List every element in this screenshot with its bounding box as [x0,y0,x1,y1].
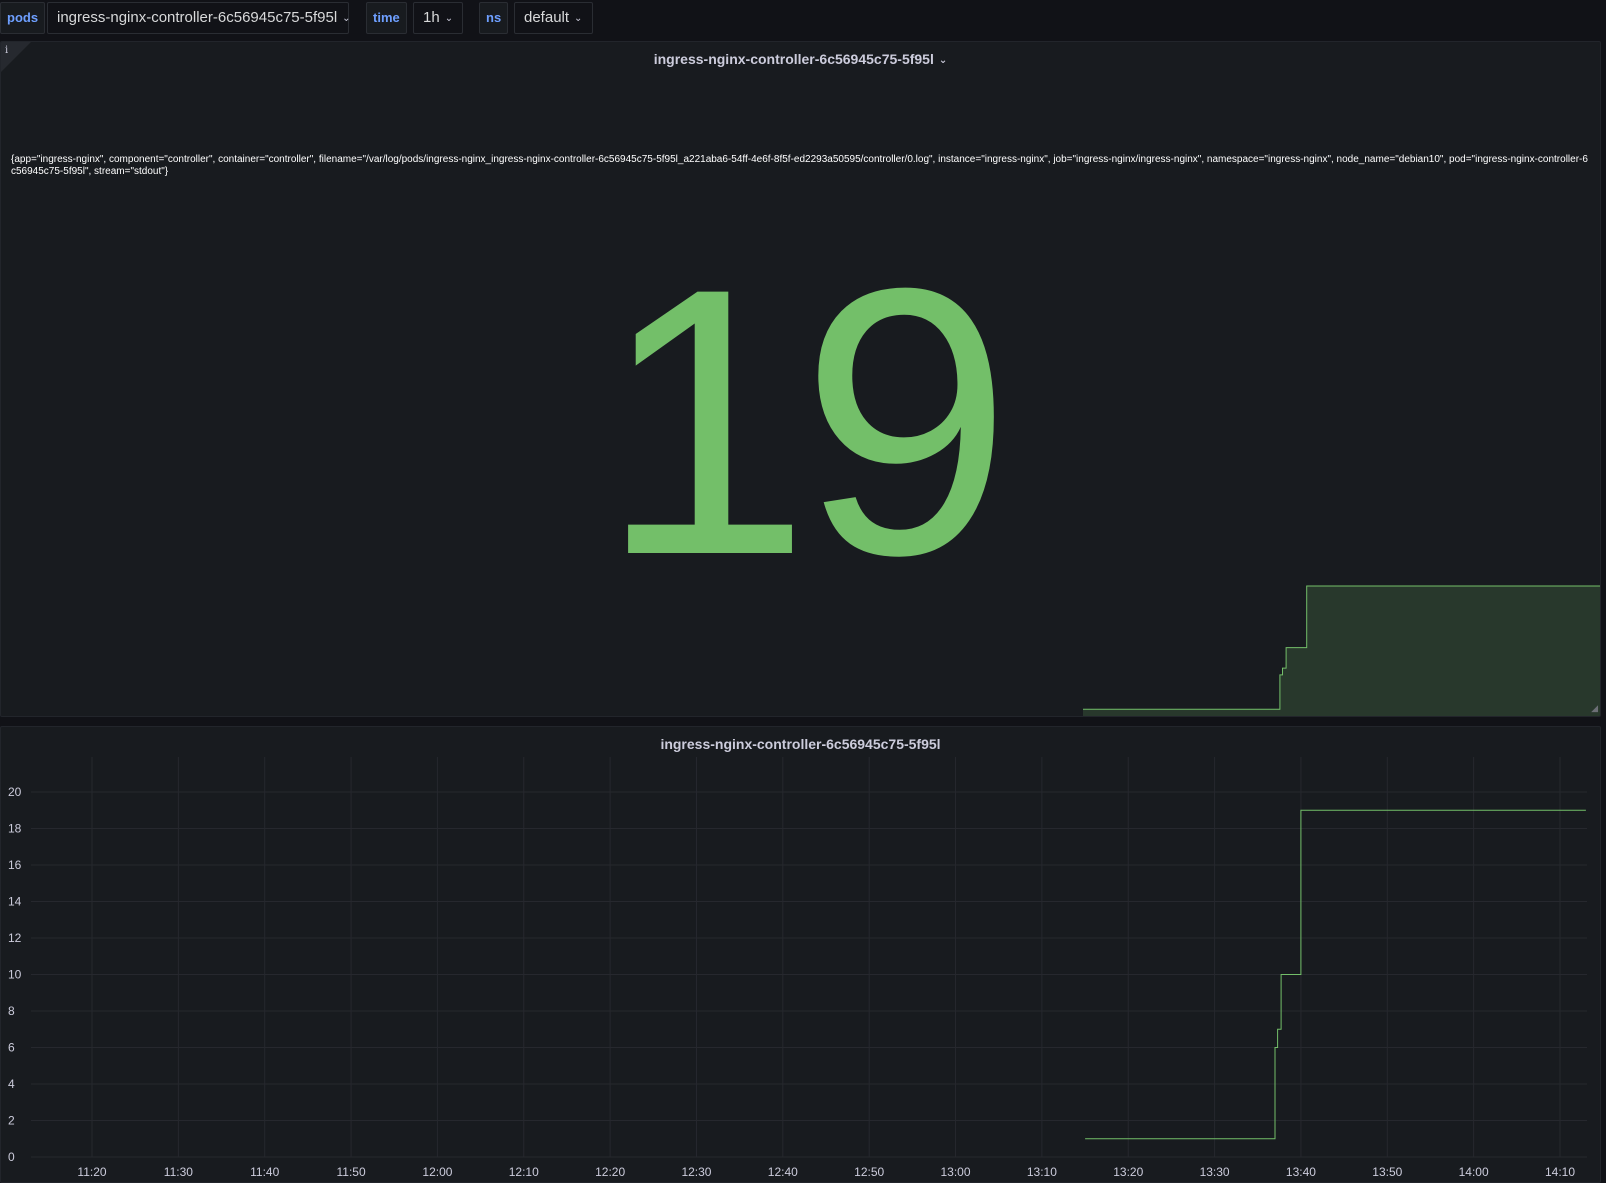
ns-variable-label: ns [479,2,509,34]
x-tick-label: 12:30 [681,1165,711,1179]
sparkline-line [1083,585,1600,710]
time-series-chart[interactable]: 0 2 4 6 8 10 12 14 16 18 20 11:20 11:30 11:40 11:50 12… [1,727,1601,1183]
info-icon[interactable]: i [5,45,9,56]
x-tick-label: 11:30 [164,1165,193,1179]
graph-panel: ingress-nginx-controller-6c56945c75-5f95… [0,726,1601,1183]
x-tick-label: 12:20 [595,1165,625,1179]
y-tick-label: 4 [8,1077,15,1091]
x-tick-label: 13:50 [1372,1165,1402,1179]
y-tick-label: 12 [8,931,22,945]
time-variable-value: 1h [423,9,440,26]
panel-info-corner[interactable] [1,42,31,72]
y-tick-label: 20 [8,785,22,799]
stat-value: 19 [599,209,1012,634]
x-tick-label: 12:10 [509,1165,539,1179]
x-tick-label: 13:20 [1113,1165,1143,1179]
series-labels: {app="ingress-nginx", component="control… [11,154,1588,177]
chevron-down-icon: ⌄ [574,13,583,24]
x-tick-label: 13:10 [1027,1165,1057,1179]
x-tick-label: 12:00 [422,1165,452,1179]
y-tick-label: 8 [8,1004,15,1018]
x-tick-label: 14:00 [1459,1165,1489,1179]
x-tick-label: 11:50 [336,1165,365,1179]
variables-bar: pods ingress-nginx-controller-6c56945c75… [0,0,1606,40]
time-variable-label: time [366,2,407,34]
chart-grid [31,757,1587,1158]
y-tick-label: 10 [8,968,22,982]
chevron-down-icon: ⌄ [342,13,351,24]
y-tick-label: 6 [8,1041,15,1055]
graph-panel-title[interactable]: ingress-nginx-controller-6c56945c75-5f95… [660,736,941,752]
y-tick-label: 2 [8,1114,15,1128]
x-tick-label: 13:00 [941,1165,971,1179]
sparkline-area [1083,586,1600,716]
series-line[interactable] [1085,809,1586,1140]
x-tick-label: 12:50 [854,1165,884,1179]
chart-series [1085,809,1586,1140]
x-tick-label: 11:20 [77,1165,106,1179]
chevron-down-icon: ⌄ [444,13,454,24]
stat-panel-title-menu[interactable]: ingress-nginx-controller-6c56945c75-5f95… [1,51,1600,67]
pods-variable-label: pods [0,2,46,34]
x-axis: 11:20 11:30 11:40 11:50 12:00 12:10 12:20 12:30… [77,1165,1575,1179]
resize-handle-icon[interactable]: ◢ [1591,703,1598,713]
pods-variable-select[interactable]: ingress-nginx-controller-6c56945c75-5f95… [47,2,351,34]
y-tick-label: 18 [8,822,22,836]
y-tick-label: 14 [8,895,22,909]
ns-variable-select[interactable]: default ⌄ [514,2,593,34]
x-tick-label: 13:40 [1286,1165,1316,1179]
stat-sparkline [1083,585,1600,716]
stat-panel-title: ingress-nginx-controller-6c56945c75-5f95… [653,51,934,67]
pods-variable-value: ingress-nginx-controller-6c56945c75-5f95… [57,9,338,26]
chevron-down-icon: ⌄ [938,55,948,66]
stat-panel: i ingress-nginx-controller-6c56945c75-5f… [0,41,1601,717]
x-tick-label: 14:10 [1545,1165,1575,1179]
y-axis: 0 2 4 6 8 10 12 14 16 18 20 [8,785,22,1164]
time-variable-select[interactable]: 1h ⌄ [413,2,463,34]
y-tick-label: 16 [8,858,22,872]
ns-variable-value: default [524,9,570,26]
y-tick-label: 0 [8,1150,15,1164]
x-tick-label: 11:40 [250,1165,279,1179]
x-tick-label: 12:40 [768,1165,798,1179]
x-tick-label: 13:30 [1200,1165,1230,1179]
